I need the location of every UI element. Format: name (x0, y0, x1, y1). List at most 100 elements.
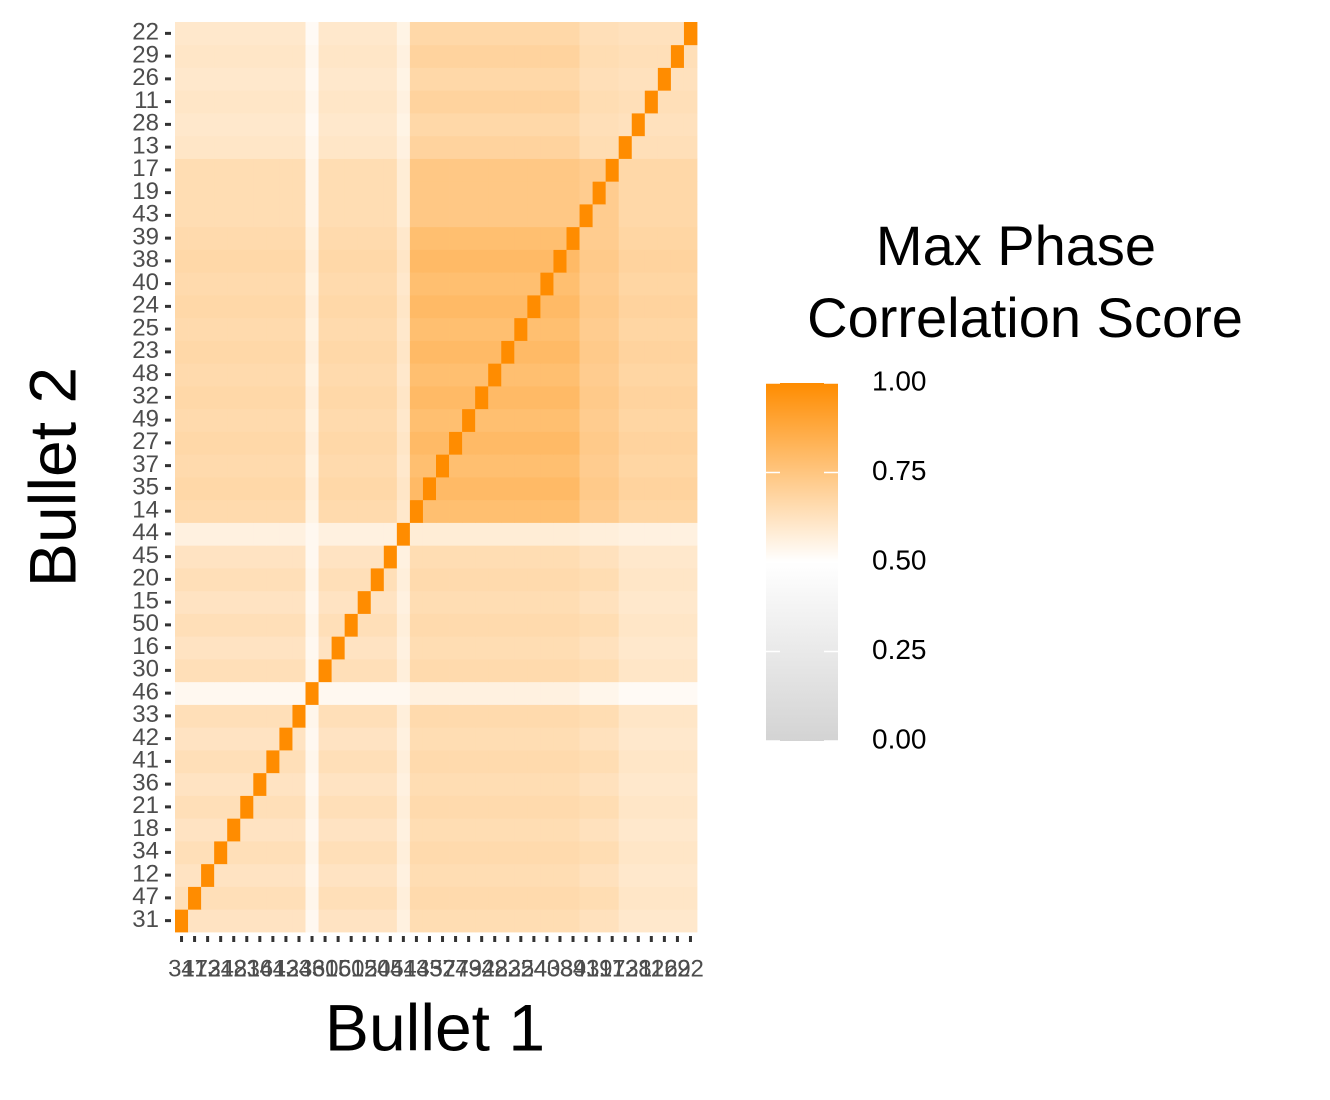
heatmap-cell (436, 590, 450, 614)
heatmap-cell (279, 340, 293, 364)
heatmap-cell (201, 67, 215, 91)
heatmap-cell (579, 158, 593, 182)
heatmap-cell (253, 727, 267, 751)
heatmap-cell (488, 818, 502, 842)
heatmap-cell (240, 226, 254, 250)
heatmap-cell (227, 772, 241, 796)
heatmap-cell (344, 386, 359, 410)
heatmap-cell (631, 477, 646, 501)
heatmap-cell (318, 204, 332, 228)
y-tick-label: 44 (132, 519, 159, 546)
heatmap-cell (605, 795, 620, 819)
heatmap-cell (527, 704, 541, 728)
heatmap-cell (201, 295, 215, 319)
heatmap-cell (514, 590, 528, 614)
heatmap-cell (592, 90, 607, 114)
heatmap-cell (227, 886, 241, 910)
heatmap-cell (540, 454, 554, 478)
heatmap-cell (527, 477, 541, 501)
heatmap-cell (579, 818, 593, 842)
heatmap-cell (201, 863, 215, 887)
heatmap-cell (240, 90, 254, 114)
heatmap-cell (383, 272, 398, 296)
heatmap-cell (514, 522, 528, 546)
heatmap-cell (527, 249, 541, 273)
heatmap-cell (253, 590, 267, 614)
heatmap-cell (449, 818, 463, 842)
heatmap-cell (396, 67, 411, 91)
heatmap-cell (605, 181, 620, 205)
heatmap-cell (592, 431, 607, 455)
heatmap-cell (501, 226, 515, 250)
x-tick-label: 20 (364, 955, 391, 982)
heatmap-cell (214, 317, 228, 341)
heatmap-cell (631, 841, 646, 865)
heatmap-cell (331, 363, 346, 387)
heatmap-cell (501, 386, 515, 410)
heatmap-cell (657, 863, 672, 887)
heatmap-cell (422, 454, 437, 478)
heatmap-cell (592, 363, 607, 387)
heatmap-cell (553, 181, 567, 205)
heatmap-cell (592, 704, 607, 728)
heatmap-cell (527, 772, 541, 796)
heatmap-cell (409, 818, 424, 842)
heatmap-cell (566, 22, 580, 46)
heatmap-cell (331, 681, 346, 705)
heatmap-cell (501, 841, 515, 865)
heatmap-cell (592, 408, 607, 432)
heatmap-cell (631, 272, 646, 296)
heatmap-cell (383, 204, 398, 228)
heatmap-cell (514, 135, 528, 159)
heatmap-cell (396, 818, 411, 842)
heatmap-cell (683, 477, 698, 501)
heatmap-cell (670, 886, 685, 910)
heatmap-cell (266, 272, 280, 296)
heatmap-cell (344, 408, 359, 432)
heatmap-cell (670, 568, 685, 592)
heatmap-cell (514, 886, 528, 910)
heatmap-cell (618, 659, 633, 683)
heatmap-cell (344, 522, 359, 546)
heatmap-cell (422, 659, 437, 683)
heatmap-cell (475, 226, 489, 250)
heatmap-cell (279, 841, 293, 865)
heatmap-cell (214, 545, 228, 569)
heatmap-cell (501, 431, 515, 455)
heatmap-cell (618, 363, 633, 387)
heatmap-cell (318, 135, 332, 159)
heatmap-cell (422, 135, 437, 159)
heatmap-cell (527, 886, 541, 910)
heatmap-cell (579, 249, 593, 273)
heatmap-cell (683, 135, 698, 159)
heatmap-cell (644, 841, 659, 865)
x-tick-label: 44 (390, 955, 417, 982)
heatmap-cell (553, 135, 567, 159)
heatmap-cell (644, 681, 659, 705)
heatmap-cell (683, 454, 698, 478)
y-tick-label: 22 (132, 19, 159, 46)
heatmap-cell (566, 181, 580, 205)
heatmap-cell (631, 249, 646, 273)
heatmap-cell (501, 158, 515, 182)
heatmap-cell (422, 67, 437, 91)
heatmap-cell (188, 863, 202, 887)
heatmap-cell (553, 909, 567, 933)
heatmap-cell (657, 386, 672, 410)
heatmap-cell (214, 454, 228, 478)
heatmap-cell (422, 636, 437, 660)
y-tick-label: 20 (132, 565, 159, 592)
heatmap-cell (279, 477, 293, 501)
heatmap-cell (175, 818, 189, 842)
heatmap-cell (318, 408, 332, 432)
heatmap-cell (253, 135, 267, 159)
heatmap-cell (540, 340, 554, 364)
heatmap-cell (436, 750, 450, 774)
heatmap-cell (501, 363, 515, 387)
heatmap-cell (396, 545, 411, 569)
heatmap-cell (644, 795, 659, 819)
heatmap-cell (344, 568, 359, 592)
heatmap-cell (240, 795, 254, 819)
heatmap-cell (553, 158, 567, 182)
